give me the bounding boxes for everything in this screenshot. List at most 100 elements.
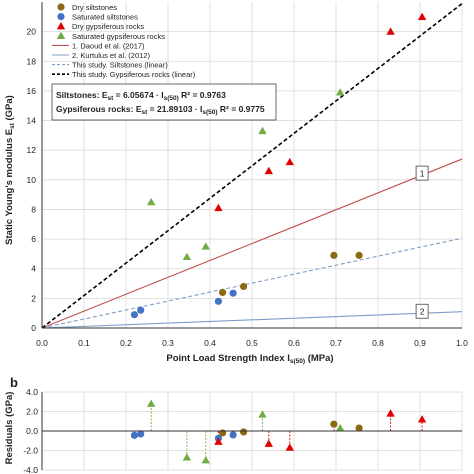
residual-point <box>214 437 223 445</box>
x-tick-label: 0.7 <box>330 338 342 348</box>
y-tick-label: 14 <box>27 116 37 126</box>
panel-b-ticks: 4.0 2.0 0.0 -2.0 -4.0 <box>23 387 38 474</box>
data-point <box>258 126 267 135</box>
x-axis-title: Point Load Strength Index Is(50) (MPa) <box>166 353 333 365</box>
panel-a-fit-lines <box>41 2 463 329</box>
line-labels: 12 <box>415 165 429 319</box>
fit-line <box>41 158 463 329</box>
panel-a-points <box>130 12 427 319</box>
y-tick-label: 0 <box>31 323 36 333</box>
x-tick-label: 0.1 <box>78 338 90 348</box>
y-tick-label: 16 <box>27 86 37 96</box>
y-tick-label: 2 <box>31 293 36 303</box>
x-tick-label: 0.2 <box>120 338 132 348</box>
residual-point <box>264 439 273 447</box>
legend-marker <box>56 22 66 30</box>
data-point <box>214 297 222 305</box>
data-point <box>285 157 294 166</box>
residual-point <box>258 410 267 418</box>
data-point <box>417 12 427 20</box>
legend-label: 1. Daoud et al. (2017) <box>72 41 145 50</box>
data-point <box>182 252 192 261</box>
residual-point <box>240 428 248 436</box>
fit-line <box>41 2 463 329</box>
data-point <box>336 88 345 96</box>
y-tick-label: -2.0 <box>23 446 38 456</box>
x-tick-label: 0.5 <box>246 338 258 348</box>
legend-marker <box>56 31 66 39</box>
equations: Siltstones: Est = 6.05674 · Is(50) R² = … <box>56 90 265 116</box>
residual-point <box>330 420 338 428</box>
residual-point <box>386 409 395 417</box>
legend-label: This study. Siltstones (linear) <box>72 61 168 70</box>
y-tick-label: 18 <box>27 56 37 66</box>
data-point <box>229 289 237 297</box>
panel-a: 0.0 0.1 0.2 0.3 0.4 0.5 0.6 0.7 0.8 0.9 1.0 0 2 4 6 8 10… <box>4 2 468 365</box>
legend-marker <box>57 3 65 11</box>
residual-point <box>285 443 294 451</box>
residuals-axis-title: Residuals (GPa) <box>4 392 15 465</box>
line-label-number: 2 <box>420 307 425 317</box>
data-point <box>201 242 210 250</box>
panel-b-stems <box>133 403 423 461</box>
equation-box <box>51 83 277 121</box>
equation-text: Gypsiferous rocks: Est = 21.89103 · Is(5… <box>56 104 265 116</box>
x-tick-label: 0.9 <box>414 338 426 348</box>
y-tick-label: 4.0 <box>26 387 38 397</box>
x-tick-label: 0.4 <box>204 338 216 348</box>
data-point <box>214 203 223 212</box>
y-tick-label: 20 <box>27 27 37 37</box>
x-tick-label: 0.3 <box>162 338 174 348</box>
residual-point <box>229 431 237 439</box>
x-tick-label: 0.8 <box>372 338 384 348</box>
panel-a-ticks: 0.0 0.1 0.2 0.3 0.4 0.5 0.6 0.7 0.8 0.9 1.0 0 2 4 6 8 10… <box>27 27 469 348</box>
x-tick-label: 1.0 <box>456 338 468 348</box>
panel-label-b: b <box>10 375 18 390</box>
y-tick-label: 0.0 <box>26 426 38 436</box>
residual-point <box>147 399 156 407</box>
residual-point <box>417 415 427 423</box>
panel-a-axes <box>41 2 462 329</box>
legend-label: Saturated siltstones <box>72 13 138 22</box>
data-point <box>147 197 156 206</box>
data-point <box>264 166 273 175</box>
legend-label: 2. Kurtulus et al. (2012) <box>72 51 150 60</box>
residual-point <box>336 423 345 432</box>
y-axis-title: Static Young's modulus Est (GPa) <box>4 95 16 245</box>
x-tick-label: 0.6 <box>288 338 300 348</box>
residual-point <box>201 456 210 464</box>
y-tick-label: 8 <box>31 204 36 214</box>
y-tick-label: 2.0 <box>26 407 38 417</box>
line-label-number: 1 <box>420 169 425 179</box>
data-point <box>330 251 338 259</box>
residual-point <box>137 430 145 438</box>
panel-b: b 4.0 2.0 0.0 -2.0 -4.0 Residuals (GPa) <box>4 375 463 474</box>
y-tick-label: -4.0 <box>23 465 38 474</box>
residual-point <box>355 424 363 432</box>
data-point <box>137 306 145 314</box>
legend-label: Saturated gypsiferous rocks <box>72 32 165 41</box>
data-point <box>240 282 248 291</box>
legend-marker <box>57 13 65 21</box>
fit-line <box>41 237 463 329</box>
line-label-box <box>415 303 429 319</box>
y-tick-label: 10 <box>27 175 37 185</box>
equation-text: Siltstones: Est = 6.05674 · Is(50) R² = … <box>56 90 226 102</box>
data-point <box>386 27 395 35</box>
legend-label: Dry siltstones <box>72 3 117 12</box>
y-tick-label: 12 <box>27 145 37 155</box>
panel-b-axes <box>41 392 462 470</box>
data-point <box>355 251 363 259</box>
residual-point <box>182 453 192 461</box>
data-point <box>219 288 227 297</box>
residual-point <box>130 431 138 439</box>
y-tick-label: 6 <box>31 234 36 244</box>
fit-line <box>41 311 463 329</box>
legend-label: This study. Gypsiferous rocks (linear) <box>72 70 196 79</box>
data-point <box>130 311 138 319</box>
x-tick-label: 0.0 <box>36 338 48 348</box>
y-tick-label: 4 <box>31 264 36 274</box>
panel-b-points <box>130 399 427 464</box>
